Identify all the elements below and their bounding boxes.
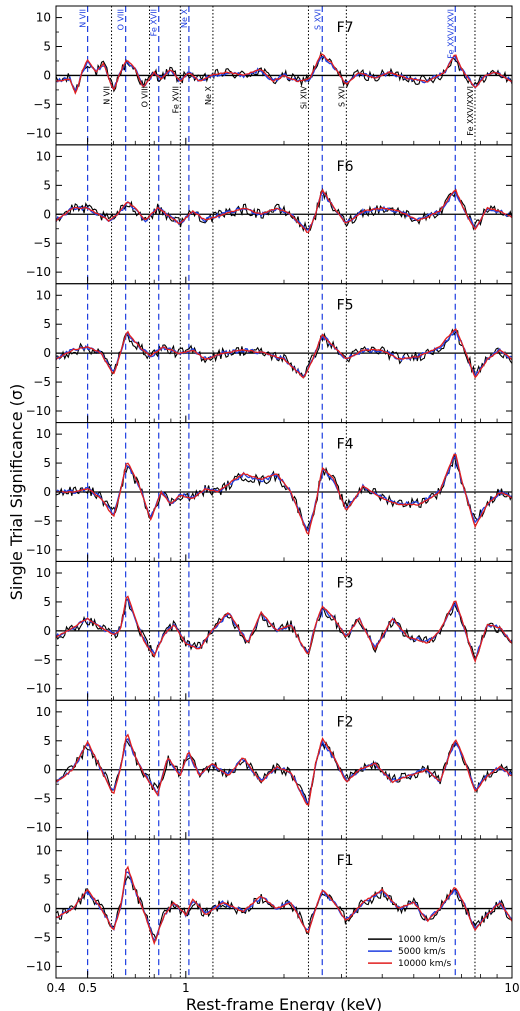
legend-label: 5000 km/s <box>398 947 446 957</box>
y-tick-label: 5 <box>43 734 51 748</box>
y-tick-label: 0 <box>43 68 51 82</box>
panel-f7: 10 5 0 −5 −10 F7 N VII O VIII Fe XVII Ne X S XVI Fe… <box>26 5 513 146</box>
legend: 1000 km/s 5000 km/s 10000 km/s <box>368 935 452 969</box>
panel-f2: 10 5 0 −5 −10 F2 <box>26 699 513 840</box>
series-1000-km-s-curve <box>55 328 513 379</box>
series-10000-km-s-curve <box>55 53 513 95</box>
y-tick-label: 10 <box>36 149 51 163</box>
panel-f4: 10 5 0 −5 −10 F4 <box>26 422 513 562</box>
y-tick-label: −5 <box>33 931 51 945</box>
panel-f5: 10 5 0 −5 −10 F5 <box>26 283 513 424</box>
y-tick-label: −10 <box>26 265 51 279</box>
y-tick-label: 0 <box>43 902 51 916</box>
y-tick-label: 0 <box>43 624 51 638</box>
y-tick-label: 10 <box>36 566 51 580</box>
x-tick-label: 10 <box>504 981 519 995</box>
y-tick-label: −5 <box>33 792 51 806</box>
emission-line-label: Fe XXV/XXVI <box>446 9 455 59</box>
y-tick-label: −5 <box>33 236 51 250</box>
panel-label: F2 <box>337 714 354 730</box>
series-10000-km-s-curve <box>55 328 513 379</box>
emission-line-label: Fe XVII <box>150 9 159 36</box>
series-1000-km-s-curve <box>55 188 513 233</box>
y-tick-label: −10 <box>26 959 51 973</box>
panel-f1: 10 5 0 −5 −10 F1 <box>26 838 513 979</box>
y-tick-label: 5 <box>43 873 51 887</box>
x-tick-label: 1 <box>182 981 190 995</box>
emission-line-label: N VII <box>79 9 88 28</box>
emission-line-label: Ne X <box>180 8 189 27</box>
series-10000-km-s-curve <box>55 595 513 664</box>
y-tick-label: 0 <box>43 763 51 777</box>
y-tick-label: 10 <box>36 427 51 441</box>
legend-label: 10000 km/s <box>398 959 452 969</box>
y-tick-label: −5 <box>33 97 51 111</box>
panel-f3: 10 5 0 −5 −10 F3 <box>26 560 513 701</box>
y-tick-label: −10 <box>26 126 51 140</box>
y-tick-label: −10 <box>26 404 51 418</box>
absorption-line-label: O VIII <box>141 86 150 107</box>
panel-label: F3 <box>337 575 354 591</box>
x-tick-label: 0.5 <box>78 981 97 995</box>
series-5000-km-s-curve <box>55 454 513 534</box>
series-10000-km-s-curve <box>55 733 513 806</box>
y-tick-label: 5 <box>43 595 51 609</box>
y-tick-label: −10 <box>26 682 51 696</box>
series-10000-km-s-curve <box>55 453 513 536</box>
y-tick-label: −5 <box>33 375 51 389</box>
y-tick-label: 10 <box>36 288 51 302</box>
panel-label: F1 <box>337 853 354 869</box>
series-10000-km-s-curve <box>55 188 513 234</box>
x-axis-title: Rest-frame Energy (keV) <box>186 995 382 1011</box>
series-10000-km-s-curve <box>55 865 513 946</box>
emission-line-label: O VIII <box>117 9 126 30</box>
absorption-line-label: N VII <box>103 86 112 105</box>
y-axis-title: Single Trial Significance (σ) <box>7 384 26 601</box>
absorption-line-label: Ne X <box>204 85 213 104</box>
emission-line-label: S XVI <box>313 9 322 30</box>
y-tick-label: 10 <box>36 844 51 858</box>
y-tick-label: 5 <box>43 40 51 54</box>
absorption-line-label: Fe XXV/XXVI <box>466 86 475 136</box>
x-tick-label: 0.4 <box>46 981 65 995</box>
y-tick-label: −5 <box>33 514 51 528</box>
panel-f6: 10 5 0 −5 −10 F6 <box>26 144 513 285</box>
panel-label: F7 <box>337 20 354 36</box>
y-tick-label: −10 <box>26 543 51 557</box>
y-tick-label: −10 <box>26 821 51 835</box>
y-tick-label: 10 <box>36 705 51 719</box>
panel-label: F4 <box>337 437 354 453</box>
y-tick-label: 0 <box>43 485 51 499</box>
panel-label: F5 <box>337 298 354 314</box>
y-tick-label: 5 <box>43 317 51 331</box>
panel-label: F6 <box>337 159 354 175</box>
y-tick-label: −5 <box>33 653 51 667</box>
y-tick-label: 10 <box>36 11 51 25</box>
absorption-line-label: Fe XVII <box>171 86 180 113</box>
y-tick-label: 0 <box>43 207 51 221</box>
absorption-line-label: Si XIV <box>299 85 308 109</box>
absorption-line-label: S XVI <box>337 86 346 107</box>
y-tick-label: 5 <box>43 456 51 470</box>
series-5000-km-s-curve <box>55 190 513 231</box>
legend-label: 1000 km/s <box>398 935 446 945</box>
y-tick-label: 5 <box>43 178 51 192</box>
series-5000-km-s-curve <box>55 328 513 379</box>
y-tick-label: 0 <box>43 346 51 360</box>
